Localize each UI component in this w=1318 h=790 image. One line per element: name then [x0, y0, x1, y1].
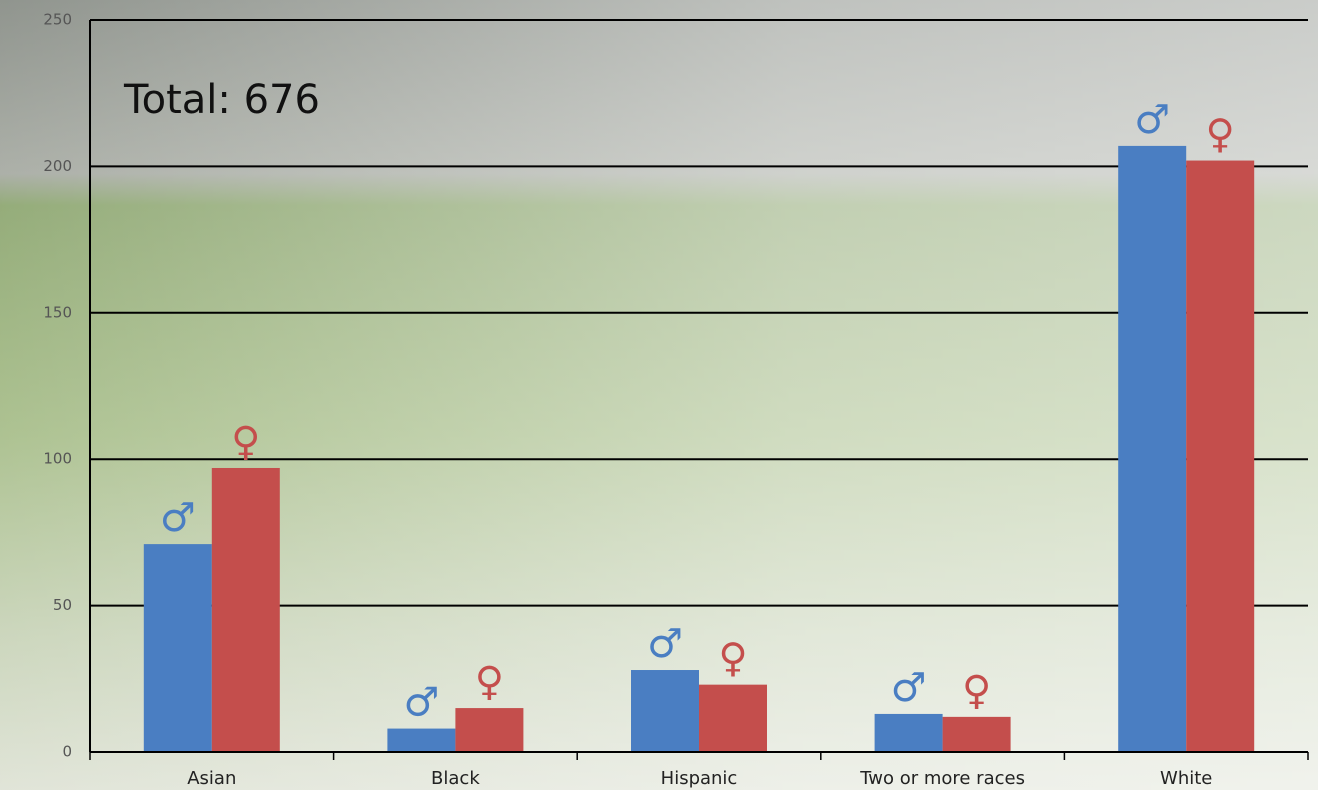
x-tick-label: Asian: [187, 768, 236, 789]
bar: [943, 717, 1011, 752]
gender-symbol: ♂: [891, 665, 927, 711]
gender-symbol: ♂: [1134, 97, 1170, 143]
gender-symbol: ♀: [718, 636, 747, 682]
gender-symbol: ♀: [475, 659, 504, 705]
bar: [1118, 146, 1186, 752]
total-annotation: Total: 676: [123, 77, 320, 123]
x-tick-label: Hispanic: [661, 768, 738, 789]
x-tick-label: Black: [431, 768, 480, 789]
gender-symbol: ♀: [962, 668, 991, 714]
page: Total: 676 0 50 100 150 200 250 Asian ♂ ♀ Black ♂ ♀…: [0, 0, 1318, 790]
bar: [212, 468, 280, 752]
x-tick-label: White: [1160, 768, 1212, 789]
gender-symbol: ♀: [231, 419, 260, 465]
bar: [144, 544, 212, 752]
bar: [387, 729, 455, 752]
gender-symbol: ♂: [160, 495, 196, 541]
bar: [631, 670, 699, 752]
gender-symbol: ♂: [647, 621, 683, 667]
y-tick-label: 50: [53, 596, 72, 614]
bar: [875, 714, 943, 752]
x-tick-label: Two or more races: [859, 768, 1025, 789]
y-tick-label: 250: [43, 11, 72, 29]
y-tick-label: 200: [43, 157, 72, 175]
y-tick-label: 150: [43, 303, 72, 321]
bar: [455, 708, 523, 752]
bar: [699, 685, 767, 752]
y-tick-label: 0: [62, 743, 72, 761]
chart: Total: 676 0 50 100 150 200 250 Asian ♂ ♀ Black ♂ ♀…: [0, 0, 1318, 790]
bar: [1186, 161, 1254, 752]
gender-symbol: ♂: [403, 680, 439, 726]
gender-symbol: ♀: [1206, 112, 1235, 158]
y-tick-label: 100: [43, 450, 72, 468]
